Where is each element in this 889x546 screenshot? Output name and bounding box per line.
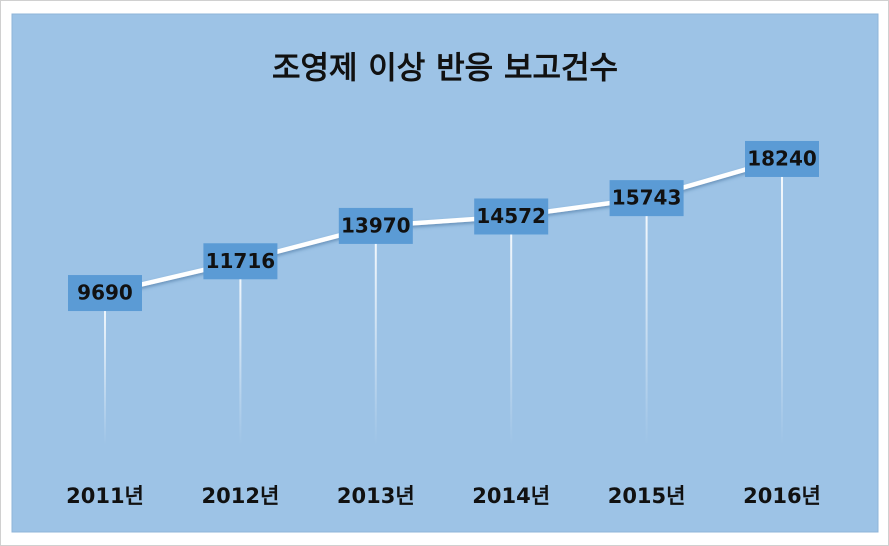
x-tick-label: 2013년: [337, 484, 415, 508]
label-box: [338, 207, 413, 244]
label-box: [745, 140, 819, 177]
label-box: [609, 180, 684, 217]
data-label: 14572: [476, 204, 546, 228]
label-box: [68, 275, 142, 312]
x-tick-label: 2011년: [66, 484, 144, 508]
drop-line: [374, 225, 377, 445]
drop-line: [239, 261, 242, 445]
drop-line: [510, 216, 513, 445]
data-label: 11716: [206, 249, 276, 273]
data-label: 15743: [612, 186, 682, 210]
label-box: [474, 198, 549, 235]
data-label: 18240: [747, 146, 817, 170]
plot-background: [11, 13, 879, 533]
x-tick-label: 2015년: [608, 484, 686, 508]
x-tick-label: 2016년: [743, 484, 821, 508]
drop-line: [645, 198, 648, 445]
label-box: [203, 243, 278, 280]
drop-line: [781, 158, 783, 446]
x-tick-label: 2014년: [472, 484, 550, 508]
data-label: 13970: [341, 213, 411, 237]
data-label: 9690: [77, 281, 133, 305]
chart-title: 조영제 이상 반응 보고건수: [272, 51, 618, 87]
x-tick-label: 2012년: [202, 484, 280, 508]
drop-line: [104, 293, 106, 445]
